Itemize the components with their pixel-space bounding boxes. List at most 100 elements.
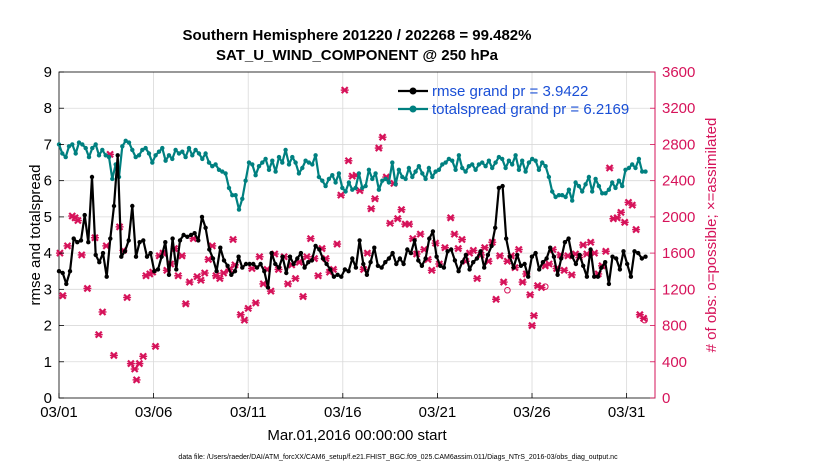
y-axis-label-right: # of obs: o=possible; ×=assimilated [703, 118, 720, 353]
totalspread-point [536, 167, 542, 172]
totalspread-point [586, 174, 592, 180]
rmse-point [544, 256, 549, 261]
y-tick-label-left: 9 [44, 64, 52, 81]
totalspread-point [86, 154, 92, 160]
obs-assimilated-marker [567, 271, 576, 279]
y-tick-label-left: 1 [44, 354, 52, 371]
rmse-point [427, 236, 432, 241]
y-tick-label-right: 2400 [662, 173, 695, 190]
rmse-point [284, 270, 289, 276]
totalspread-point [76, 140, 82, 145]
obs-assimilated-marker [73, 216, 82, 225]
totalspread-point [326, 176, 332, 182]
totalspread-point [330, 173, 335, 178]
totalspread-point [426, 165, 432, 171]
rmse-point [581, 263, 586, 268]
totalspread-point [493, 160, 498, 165]
rmse-point [346, 269, 351, 274]
x-tick-label: 03/16 [324, 404, 362, 421]
obs-assimilated-marker [545, 260, 554, 268]
obs-assimilated-marker [109, 351, 118, 360]
rmse-point [291, 261, 296, 267]
rmse-point [265, 285, 271, 290]
totalspread-point [600, 191, 605, 196]
rmse-point [93, 252, 98, 258]
totalspread-point [146, 151, 152, 156]
rmse-point [229, 272, 234, 277]
rmse-point [276, 265, 282, 270]
rmse-point [482, 265, 487, 270]
obs-assimilated-marker [333, 240, 342, 248]
obs-assimilated-marker [632, 225, 641, 234]
obs-assimilated-marker [229, 235, 238, 244]
rmse-point [588, 247, 593, 252]
rmse-point [441, 265, 447, 270]
obs-assimilated-marker [151, 342, 160, 351]
rmse-point [350, 256, 355, 261]
totalspread-point [383, 176, 388, 182]
totalspread-point [396, 167, 402, 172]
rmse-point [573, 261, 579, 267]
totalspread-point [376, 187, 382, 192]
totalspread-point [303, 158, 308, 163]
totalspread-point [156, 149, 162, 154]
rmse-point [339, 274, 344, 279]
rmse-point [86, 240, 91, 245]
obs-assimilated-marker [601, 247, 610, 256]
rmse-point [137, 240, 142, 245]
rmse-point [438, 263, 443, 268]
totalspread-point [403, 176, 408, 182]
rmse-point [181, 232, 186, 238]
right-y-axis: 0 400 800 1200 1600 2000 2400 2800 3200 3600 [650, 64, 695, 407]
rmse-point [621, 249, 626, 254]
rmse-point [306, 260, 311, 265]
totalspread-point [623, 167, 628, 172]
totalspread-point [540, 160, 545, 165]
rmse-point [119, 254, 124, 259]
rmse-point [639, 256, 645, 261]
rmse-point [511, 265, 516, 270]
rmse-point [412, 238, 417, 243]
obs-possible-marker [504, 286, 511, 294]
obs-assimilated-marker [416, 230, 425, 238]
totalspread-point [283, 147, 288, 153]
obs-assimilated-marker [196, 276, 205, 285]
totalspread-point [210, 164, 215, 169]
rmse-point [397, 256, 403, 261]
totalspread-point [103, 153, 108, 158]
totalspread-point [516, 167, 522, 172]
totalspread-point [240, 196, 245, 201]
obs-assimilated-marker [370, 194, 379, 203]
totalspread-point [510, 162, 515, 167]
rmse-point [225, 263, 230, 268]
obs-assimilated-marker [135, 359, 144, 368]
rmse-point [375, 263, 381, 268]
rmse-point [416, 258, 421, 263]
totalspread-point [560, 193, 565, 198]
rmse-point [357, 238, 362, 243]
totalspread-point [320, 178, 325, 183]
totalspread-point [590, 189, 595, 194]
totalspread-point [133, 154, 138, 160]
rmse-point [170, 236, 175, 241]
totalspread-point [183, 154, 188, 160]
totalspread-point [446, 156, 452, 162]
obs-assimilated-marker [480, 243, 489, 252]
obs-assimilated-marker [526, 290, 535, 299]
totalspread-point [476, 162, 482, 167]
rmse-point [155, 267, 161, 272]
y-tick-label-left: 5 [44, 209, 52, 226]
totalspread-point [543, 164, 548, 169]
rmse-point [368, 260, 373, 265]
totalspread-point [640, 169, 645, 174]
rmse-point [273, 261, 278, 267]
totalspread-point [280, 160, 285, 165]
totalspread-point [570, 198, 575, 203]
y-tick-label-left: 8 [44, 100, 52, 117]
obs-assimilated-marker [528, 321, 537, 330]
totalspread-point [453, 167, 458, 172]
obs-assimilated-marker [126, 359, 135, 368]
totalspread-point [130, 147, 135, 153]
obs-assimilated-marker [139, 352, 148, 361]
totalspread-point [406, 165, 412, 171]
